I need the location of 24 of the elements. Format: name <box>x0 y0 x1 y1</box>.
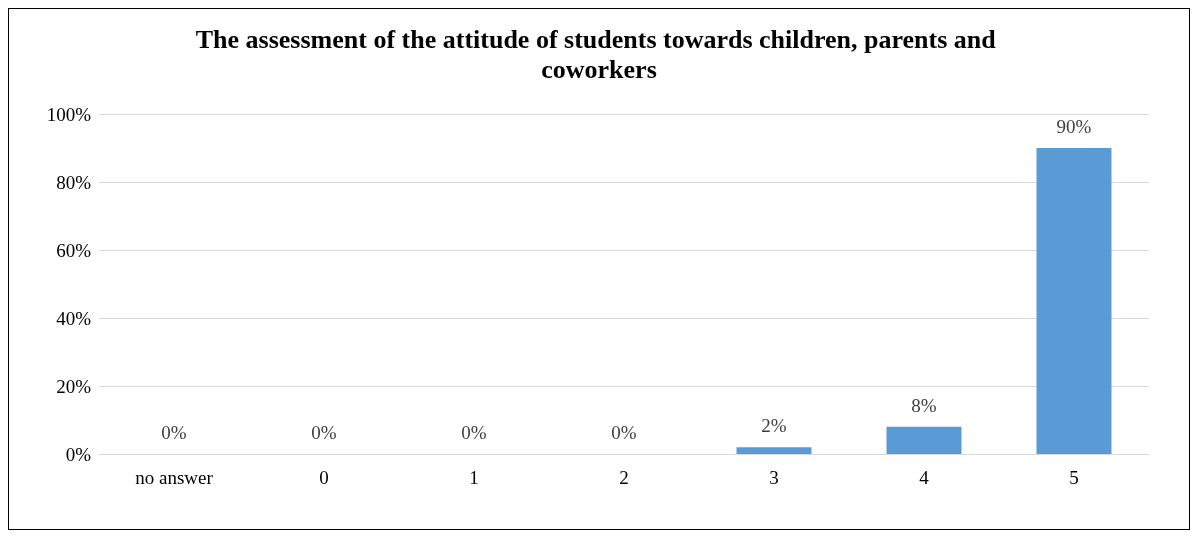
y-tick-label: 40% <box>56 307 92 329</box>
bar <box>1036 148 1112 454</box>
data-label: 90% <box>1056 116 1092 137</box>
x-tick-label: 4 <box>919 467 930 488</box>
y-tick-label: 60% <box>56 239 92 261</box>
x-tick-label: 5 <box>1069 467 1079 488</box>
x-tick-label: no answer <box>135 467 214 488</box>
y-tick-label: 80% <box>56 171 92 193</box>
bar <box>886 426 962 454</box>
data-label: 0% <box>461 422 487 443</box>
x-tick-label: 3 <box>769 467 779 488</box>
chart-title: The assessment of the attitude of students towards children, parents and coworkers <box>195 24 1003 84</box>
y-tick-label: 20% <box>56 375 92 397</box>
x-tick-label: 0 <box>319 467 329 488</box>
data-label: 0% <box>311 422 337 443</box>
x-tick-label: 1 <box>469 467 479 488</box>
data-label: 8% <box>911 394 937 416</box>
data-label: 0% <box>161 422 187 443</box>
data-label: 2% <box>761 415 787 437</box>
y-tick-label: 100% <box>46 103 92 125</box>
data-label: 0% <box>611 422 637 443</box>
bar <box>736 447 812 454</box>
y-tick-label: 0% <box>65 443 92 465</box>
x-tick-label: 2 <box>619 467 629 488</box>
